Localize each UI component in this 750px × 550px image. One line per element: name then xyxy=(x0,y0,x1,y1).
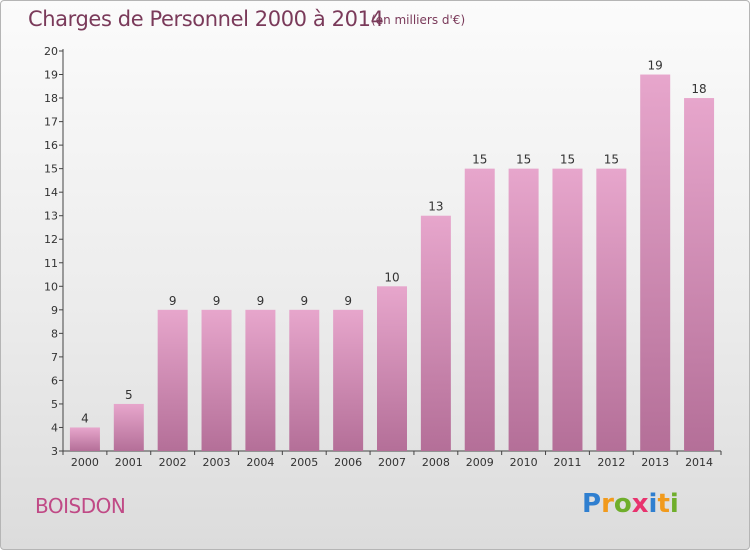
y-tick-label: 4 xyxy=(51,421,58,434)
bar xyxy=(201,309,232,451)
logo-letter: i xyxy=(669,489,679,519)
bar xyxy=(157,309,188,451)
logo-letter: r xyxy=(601,489,614,519)
x-tick-label: 2002 xyxy=(159,456,187,469)
x-tick-label: 2005 xyxy=(290,456,318,469)
proxiti-logo[interactable]: Proxiti xyxy=(582,489,679,519)
data-label: 19 xyxy=(648,59,663,73)
bar xyxy=(508,168,539,451)
bar xyxy=(596,168,627,451)
x-tick-label: 2014 xyxy=(685,456,713,469)
y-tick-label: 12 xyxy=(44,233,58,246)
data-label: 15 xyxy=(516,153,531,167)
y-tick-label: 16 xyxy=(44,139,58,152)
data-label: 18 xyxy=(691,82,706,96)
x-tick-label: 2008 xyxy=(422,456,450,469)
x-tick-label: 2007 xyxy=(378,456,406,469)
y-tick-label: 18 xyxy=(44,92,58,105)
data-label: 15 xyxy=(604,153,619,167)
bar xyxy=(113,403,144,451)
bar xyxy=(552,168,583,451)
bars xyxy=(69,74,715,451)
bar xyxy=(333,309,364,451)
bar xyxy=(289,309,320,451)
y-tick-label: 10 xyxy=(44,280,58,293)
y-tick-label: 13 xyxy=(44,210,58,223)
bar xyxy=(245,309,276,451)
logo-letter: o xyxy=(613,489,632,519)
logo-letter: P xyxy=(582,489,602,519)
x-tick-label: 2003 xyxy=(203,456,231,469)
data-label: 4 xyxy=(81,411,89,425)
y-tick-label: 14 xyxy=(44,186,58,199)
x-tick-label: 2011 xyxy=(553,456,581,469)
logo-letter: i xyxy=(648,489,658,519)
y-tick-label: 17 xyxy=(44,116,58,129)
data-label: 15 xyxy=(472,153,487,167)
bar xyxy=(69,427,100,451)
bar xyxy=(640,74,671,451)
data-label: 5 xyxy=(125,388,133,402)
bar xyxy=(684,98,715,451)
data-label: 9 xyxy=(344,294,352,308)
data-label: 9 xyxy=(257,294,265,308)
x-tick-label: 2001 xyxy=(115,456,143,469)
data-label: 9 xyxy=(300,294,308,308)
x-tick-label: 2012 xyxy=(597,456,625,469)
data-label: 13 xyxy=(428,200,443,214)
data-label: 9 xyxy=(169,294,177,308)
x-tick-label: 2013 xyxy=(641,456,669,469)
x-tick-label: 2010 xyxy=(510,456,538,469)
y-tick-label: 6 xyxy=(51,374,58,387)
bar xyxy=(420,215,451,451)
labels: 2000 4 2001 5 2002 9 2003 9 2004 9 2005 9 2006 9 2007 1… xyxy=(71,59,713,469)
bar xyxy=(464,168,495,451)
logo-letter: t xyxy=(657,489,670,519)
y-tick-label: 8 xyxy=(51,327,58,340)
commune-name: BOISDON xyxy=(35,494,126,518)
logo-letter: x xyxy=(631,489,649,519)
y-tick-label: 7 xyxy=(51,351,58,364)
y-tick-label: 15 xyxy=(44,163,58,176)
data-label: 15 xyxy=(560,153,575,167)
y-tick-label: 11 xyxy=(44,257,58,270)
bar xyxy=(377,286,407,451)
x-tick-label: 2009 xyxy=(466,456,494,469)
y-tick-label: 19 xyxy=(44,69,58,82)
chart-title: Charges de Personnel 2000 à 2014 xyxy=(28,7,384,31)
y-tick-label: 3 xyxy=(51,445,58,458)
y-tick-label: 20 xyxy=(44,45,58,58)
x-tick-label: 2000 xyxy=(71,456,99,469)
data-label: 9 xyxy=(213,294,221,308)
y-tick-label: 5 xyxy=(51,398,58,411)
data-label: 10 xyxy=(384,270,399,284)
x-tick-label: 2006 xyxy=(334,456,362,469)
x-tick-label: 2004 xyxy=(246,456,274,469)
chart-subtitle: (en milliers d'€) xyxy=(371,13,466,27)
y-tick-label: 9 xyxy=(51,304,58,317)
